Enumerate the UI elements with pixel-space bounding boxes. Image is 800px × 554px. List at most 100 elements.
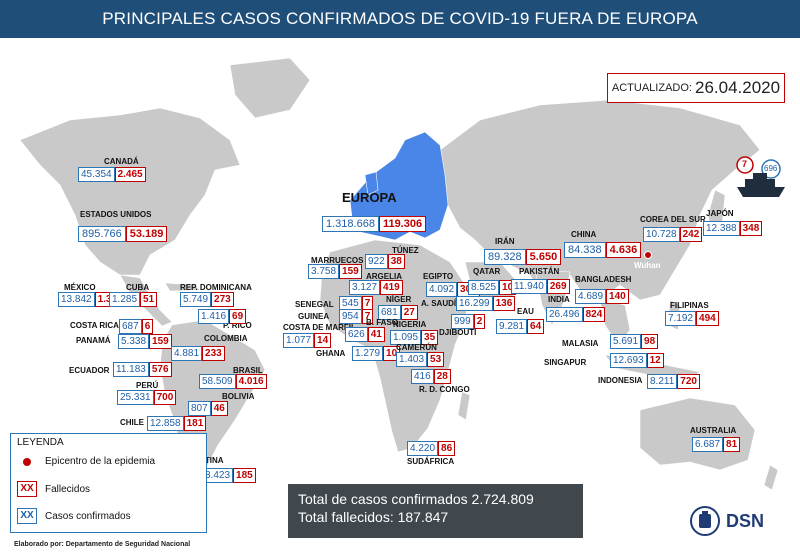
uk-landmass: [364, 171, 379, 196]
country-values-qatar: 8.525 10: [468, 280, 517, 295]
deaths-eau: 64: [527, 319, 545, 334]
updated-date: 26.04.2020: [694, 78, 781, 97]
deaths-p-rico: 69: [229, 309, 247, 324]
confirmed-rep-dominicana: 5.749: [180, 292, 212, 307]
page-title: PRINCIPALES CASOS CONFIRMADOS DE COVID-1…: [0, 0, 800, 38]
deaths-brasil: 4.016: [235, 374, 267, 389]
country-values-malasia: 5.691 98: [610, 334, 659, 349]
legend-confirmed: XX Casos confirmados: [17, 508, 131, 524]
country-name-corea-del-sur: COREA DEL SUR: [640, 215, 706, 224]
country-values-china: 84.338 4.636: [564, 242, 642, 258]
confirmed-b-faso: 626: [345, 327, 368, 342]
country-name-iran: IRÁN: [495, 237, 515, 246]
legend: LEYENDA Epicentro de la epidemia XX Fall…: [10, 433, 207, 533]
country-name-japon: JAPÓN: [706, 209, 734, 218]
confirmed-tunez: 922: [365, 254, 388, 269]
country-name-djibouti: DJIBOUTI: [439, 328, 477, 337]
epicenter-label: Wuhan: [634, 261, 661, 270]
country-name-bolivia: BOLIVIA: [222, 392, 255, 401]
country-values-djibouti: 999 2: [451, 314, 486, 329]
dsn-logo-text: DSN: [726, 510, 765, 531]
country-name-malasia: MALASIA: [562, 339, 599, 348]
country-values-chile: 12.858 181: [147, 416, 207, 431]
confirmed-costa-rica: 687: [119, 319, 142, 334]
country-values-singapur: 12.693 12: [610, 353, 664, 368]
country-name-argelia: ARGELIA: [366, 272, 402, 281]
confirmed-egipto: 4.092: [426, 282, 458, 297]
deaths-japon: 348: [739, 221, 763, 236]
deaths-corea-del-sur: 242: [679, 227, 703, 242]
legend-epicenter-label: Epicentro de la epidemia: [45, 456, 156, 467]
deaths-b-faso: 41: [367, 327, 385, 342]
totals-box: Total de casos confirmados 2.724.809 Tot…: [288, 484, 583, 538]
deaths-a-saudi: 136: [492, 296, 516, 311]
deaths-estados-unidos: 53.189: [125, 226, 168, 242]
deaths-niger: 27: [400, 305, 418, 320]
deaths-panama: 159: [149, 334, 172, 349]
deaths-peru: 700: [153, 390, 177, 405]
confirmed-indonesia: 8.211: [647, 374, 678, 389]
confirmed-filipinas: 7.192: [665, 311, 697, 326]
deaths-marruecos: 159: [339, 264, 362, 279]
deaths-indonesia: 720: [677, 374, 700, 389]
europe-deaths: 119.306: [378, 216, 427, 232]
country-name-indonesia: INDONESIA: [598, 376, 643, 385]
country-name-r-d-congo: R. D. CONGO: [419, 385, 470, 394]
country-values-bangladesh: 4.689 140: [575, 289, 629, 304]
confirmed-r-d-congo: 416: [411, 369, 434, 384]
confirmed-singapur: 12.693: [610, 353, 647, 368]
confirmed-senegal: 545: [339, 296, 362, 311]
country-name-eau: EAU: [517, 307, 534, 316]
deaths-costa-de-marfil: 14: [314, 333, 332, 348]
country-values-brasil: 58.509 4.016: [199, 374, 267, 389]
europe-landmass: [349, 131, 449, 241]
ship-confirmed: 696: [764, 164, 778, 173]
deaths-guinea: 7: [361, 309, 374, 324]
epicenter-legend-icon: [23, 457, 31, 466]
confirmed-sudafrica: 4.220: [407, 441, 439, 456]
country-values-cuba: 1.285 51: [109, 292, 158, 307]
total-deaths: Total fallecidos: 187.847: [298, 509, 449, 525]
country-values-bolivia: 807 46: [188, 401, 228, 416]
deaths-singapur: 12: [646, 353, 664, 368]
coat-of-arms-icon: [690, 506, 720, 536]
country-name-australia: AUSTRALIA: [690, 426, 737, 435]
country-values-tunez: 922 38: [365, 254, 405, 269]
greenland-landmass: [229, 57, 311, 119]
confirmed-qatar: 8.525: [468, 280, 500, 295]
deaths-nigeria: 35: [421, 330, 439, 345]
country-values-camerun: 1.403 53: [396, 352, 445, 367]
deaths-iran: 5.650: [525, 249, 562, 265]
deaths-tunez: 38: [387, 254, 405, 269]
confirmed-panama: 5.338: [118, 334, 150, 349]
country-name-p-rico: P. RICO: [223, 321, 252, 330]
confirmed-legend-symbol: XX: [17, 508, 37, 524]
new-zealand-landmass: [763, 464, 779, 491]
country-name-egipto: EGIPTO: [423, 272, 454, 281]
country-values-argelia: 3.127 419: [349, 280, 403, 295]
confirmed-costa-de-marfil: 1.077: [283, 333, 315, 348]
updated-date-box: ACTUALIZADO: 26.04.2020: [607, 73, 785, 103]
country-values-argentina: 3.423 185: [202, 468, 256, 483]
country-name-singapur: SINGAPUR: [544, 358, 587, 367]
country-values-pakistan: 11.940 269: [511, 279, 570, 294]
country-name-a-saudi: A. SAUDÍ: [421, 299, 457, 308]
country-name-brasil: BRASIL: [233, 366, 263, 375]
confirmed-camerun: 1.403: [396, 352, 428, 367]
country-values-costa-rica: 687 6: [119, 319, 154, 334]
country-name-cuba: CUBA: [126, 283, 150, 292]
confirmed-malasia: 5.691: [610, 334, 642, 349]
country-name-nigeria: NIGERIA: [393, 320, 427, 329]
legend-confirmed-label: Casos confirmados: [45, 510, 131, 522]
legend-deaths-label: Fallecidos: [45, 483, 91, 495]
confirmed-djibouti: 999: [451, 314, 474, 329]
country-values-guinea: 954 7: [339, 309, 374, 324]
confirmed-peru: 25.331: [117, 390, 154, 405]
country-name-ecuador: ECUADOR: [69, 366, 110, 375]
country-name-panama: PANAMÁ: [76, 336, 111, 345]
confirmed-pakistan: 11.940: [511, 279, 547, 294]
deaths-camerun: 53: [427, 352, 445, 367]
country-name-costa-rica: COSTA RICA: [70, 321, 119, 330]
legend-title: LEYENDA: [17, 437, 64, 448]
